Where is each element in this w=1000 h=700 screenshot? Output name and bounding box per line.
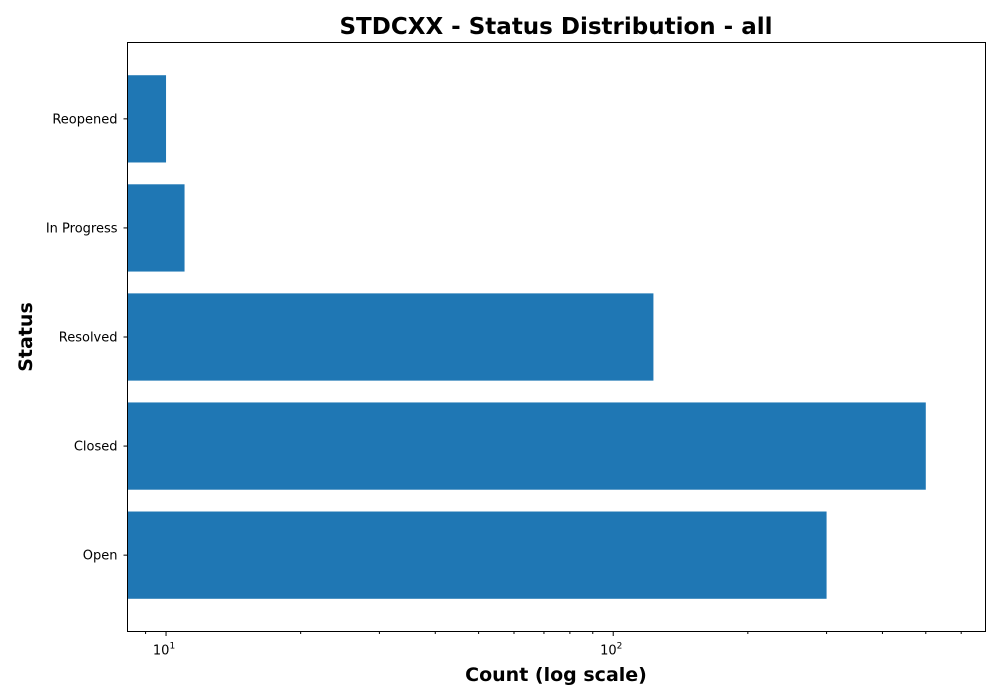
x-tick-label: 102 (600, 642, 622, 659)
y-axis-label: Status (15, 302, 37, 372)
x-axis-label: Count (log scale) (465, 664, 647, 686)
x-axis-ticks: 101 102 (145, 631, 962, 659)
bar-resolved (127, 293, 654, 381)
bar-closed (127, 402, 926, 490)
x-tick-label: 101 (153, 642, 175, 659)
bar-in-progress (127, 184, 185, 272)
y-tick-label: Reopened (52, 112, 117, 127)
y-tick-label: Closed (74, 440, 118, 455)
bars-group (127, 75, 926, 599)
y-axis-ticks: Open Closed Resolved In Progress Reopened (46, 112, 128, 564)
y-tick-label: Open (83, 549, 118, 564)
bar-open (127, 511, 827, 599)
y-tick-label: Resolved (59, 331, 118, 346)
y-tick-label: In Progress (46, 221, 118, 236)
bar-reopened (127, 75, 167, 163)
chart-title: STDCXX - Status Distribution - all (339, 14, 772, 40)
